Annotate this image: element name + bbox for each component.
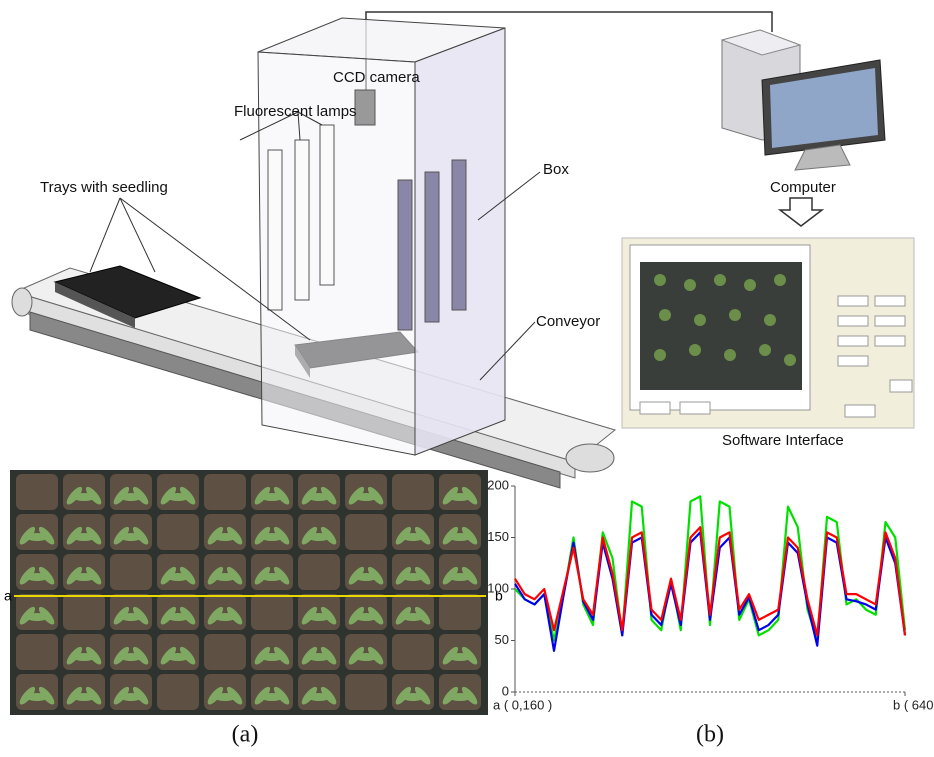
cell [392,594,434,630]
cell [345,554,387,590]
cell [345,474,387,510]
cell [157,514,199,550]
cell [16,634,58,670]
cell [298,674,340,710]
cell [345,634,387,670]
cell [345,514,387,550]
cell [157,634,199,670]
cell [439,554,481,590]
cell [110,514,152,550]
cell [392,554,434,590]
y-tick-label: 200 [487,477,509,492]
cell [110,554,152,590]
cell [439,674,481,710]
cell [251,514,293,550]
cell [251,674,293,710]
x-tick-label: b ( 640,160 ) [893,697,934,712]
cell [63,634,105,670]
cell [345,674,387,710]
cell [251,594,293,630]
cell [157,554,199,590]
cell [298,474,340,510]
cell [63,514,105,550]
camera-label: CCD camera [333,69,420,86]
cell [16,554,58,590]
arrow [780,198,822,226]
cell [204,554,246,590]
cell [204,674,246,710]
cell [157,674,199,710]
cell [439,634,481,670]
cell [16,594,58,630]
software-screenshot [622,238,914,428]
cell [110,474,152,510]
cell [392,674,434,710]
cell [63,554,105,590]
cell [251,474,293,510]
cell [392,634,434,670]
cell [63,474,105,510]
software-label: Software Interface [722,432,844,449]
cell [439,514,481,550]
cell [110,594,152,630]
y-tick-label: 0 [502,683,509,698]
x-tick-label: a ( 0,160 ) [493,697,552,712]
caption: (a) [232,722,259,748]
trays-label: Trays with seedling [40,179,168,196]
computer-label: Computer [770,179,836,196]
cell [204,634,246,670]
cell [16,514,58,550]
box-label: Box [543,161,569,178]
cell [63,674,105,710]
cell [16,474,58,510]
cell [298,634,340,670]
cell [392,474,434,510]
cell [157,594,199,630]
cell [439,474,481,510]
line-start-label: a [4,588,12,604]
conveyor-label: Conveyor [536,313,600,330]
cell [251,634,293,670]
cell [204,594,246,630]
cell [204,514,246,550]
cell [204,474,246,510]
cell [63,594,105,630]
seedling-photo [10,470,488,715]
cell [16,674,58,710]
cell [439,594,481,630]
computer [722,30,885,170]
cell [392,514,434,550]
cell [298,514,340,550]
cell [251,554,293,590]
y-tick-label: 50 [495,632,509,647]
lamps-label: Fluorescent lamps [234,103,357,120]
caption: (b) [696,722,724,748]
cell [345,594,387,630]
cell [298,554,340,590]
cell [110,674,152,710]
cell [157,474,199,510]
figure: Computer Software Interface [0,0,934,752]
y-tick-label: 150 [487,529,509,544]
cell [298,594,340,630]
cell [110,634,152,670]
y-tick-label: 100 [487,580,509,595]
